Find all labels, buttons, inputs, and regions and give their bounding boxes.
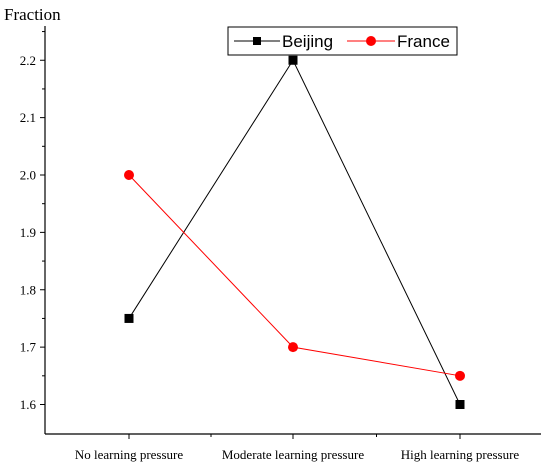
y-tick-label: 1.8 (20, 282, 36, 297)
y-tick-label: 2.1 (20, 110, 36, 125)
legend-beijing-label: Beijing (282, 32, 333, 51)
legend-france-label: France (397, 32, 450, 51)
france-data-point (124, 170, 134, 180)
beijing-data-point (455, 400, 465, 409)
x-ticks: No learning pressure Moderate learning pr… (75, 434, 520, 462)
beijing-data-point (288, 55, 298, 65)
y-tick-label: 1.7 (20, 340, 37, 355)
france-data-point (288, 342, 298, 353)
legend-beijing-marker (253, 37, 261, 45)
y-ticks: 1.6 1.7 1.8 1.9 2.0 2.1 2.2 (20, 31, 45, 412)
beijing-series-line (128, 59, 461, 405)
x-tick-label: No learning pressure (75, 447, 184, 462)
y-tick-label: 2.0 (20, 168, 36, 183)
france-data-point (455, 370, 465, 381)
legend-france-marker (366, 36, 376, 46)
y-tick-label: 1.9 (20, 225, 36, 240)
y-axis-label: Fraction (4, 5, 61, 24)
x-tick-label: High learning pressure (401, 447, 520, 462)
y-tick-label: 1.6 (20, 397, 37, 412)
x-tick-label: Moderate learning pressure (222, 447, 364, 462)
beijing-data-point (124, 313, 134, 323)
legend: Beijing France (227, 26, 458, 56)
series-layer (124, 55, 465, 409)
y-tick-label: 2.2 (20, 53, 36, 68)
